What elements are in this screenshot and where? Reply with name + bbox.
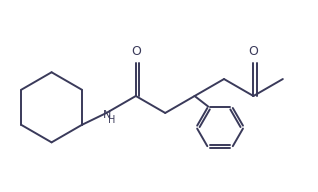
Text: O: O — [131, 45, 141, 58]
Text: O: O — [248, 45, 258, 58]
Text: H: H — [108, 115, 115, 125]
Text: N: N — [103, 110, 112, 120]
